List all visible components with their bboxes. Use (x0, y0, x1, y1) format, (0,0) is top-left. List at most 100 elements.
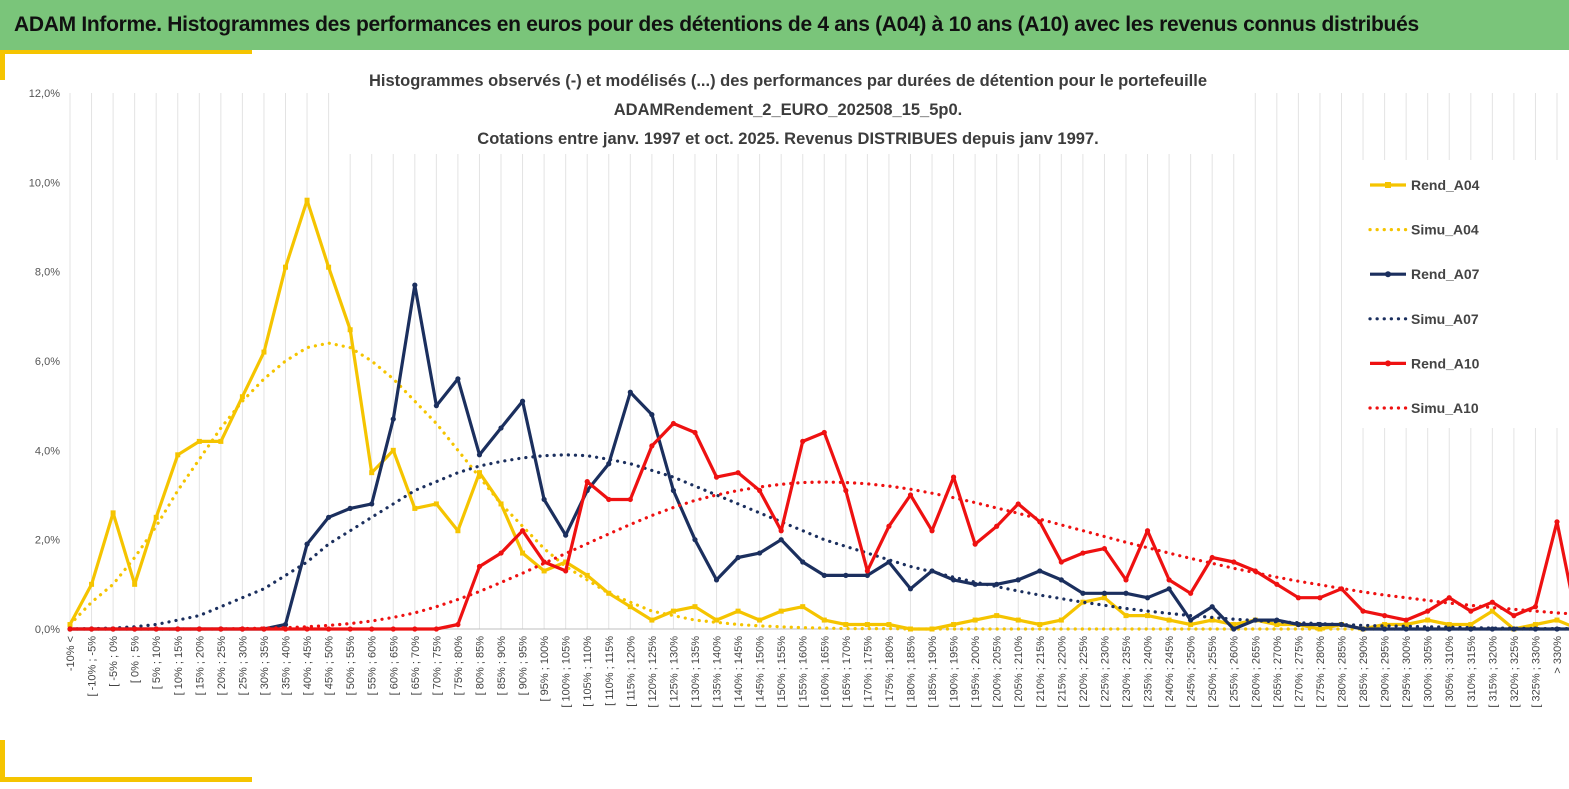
point-rend-a04 (584, 572, 590, 578)
x-tick-label: [ 0% ; 5% (130, 636, 142, 683)
x-tick-label: [ 150% ; 155% (776, 636, 788, 708)
point-rend-a04 (1166, 617, 1172, 623)
point-rend-a07 (1101, 590, 1108, 596)
header-banner: ADAM Informe. Histogrammes des performan… (0, 0, 1569, 50)
x-tick-label: [ 215% ; 220% (1056, 636, 1068, 708)
point-rend-a04 (433, 501, 439, 507)
point-rend-a10 (390, 626, 396, 632)
x-tick-label: [ 30% ; 35% (259, 636, 271, 696)
x-tick-label: [ 140% ; 145% (733, 636, 745, 708)
x-tick-label: [ 170% ; 175% (862, 636, 874, 708)
legend-marker-rend-a07 (1385, 271, 1391, 278)
point-rend-a04 (283, 264, 289, 270)
x-tick-label: [ 80% ; 85% (474, 636, 486, 696)
point-rend-a04 (692, 604, 698, 610)
x-tick-label: [ 115% ; 120% (625, 636, 637, 707)
point-rend-a04 (1231, 622, 1237, 628)
point-rend-a10 (821, 429, 827, 436)
point-rend-a07 (541, 496, 547, 503)
x-tick-label: [ 315% ; 320% (1487, 636, 1499, 708)
point-rend-a07 (800, 559, 806, 565)
series-rend-a07 (70, 283, 1569, 631)
point-rend-a04 (821, 617, 827, 623)
point-rend-a04 (196, 438, 202, 444)
x-tick-label: [ 175% ; 180% (884, 636, 896, 708)
y-tick-label: 2,0% (35, 535, 60, 547)
x-tick-label: [ 95% ; 100% (539, 636, 551, 702)
point-rend-a07 (390, 416, 396, 422)
point-rend-a07 (347, 505, 353, 511)
point-rend-a10 (843, 487, 849, 494)
point-rend-a04 (757, 617, 763, 623)
point-rend-a04 (1532, 622, 1538, 628)
legend-label-simu-a07: Simu_A07 (1411, 311, 1479, 327)
y-tick-label: 10,0% (29, 177, 60, 189)
point-rend-a07 (326, 514, 332, 520)
x-tick-label: [ 50% ; 55% (345, 636, 357, 696)
y-axis-ticks: 0,0% 2,0% 4,0% 6,0% 8,0% 10,0% 12,0% (29, 88, 60, 636)
point-rend-a04 (994, 613, 1000, 619)
x-tick-label: [ 245% ; 250% (1186, 636, 1198, 708)
point-rend-a10 (907, 492, 914, 498)
point-rend-a04 (1037, 622, 1043, 628)
accent-bar-top (0, 50, 252, 54)
point-rend-a10 (347, 626, 353, 632)
point-rend-a10 (1188, 590, 1194, 596)
point-rend-a10 (1403, 617, 1409, 623)
point-rend-a10 (1015, 501, 1021, 507)
point-rend-a04 (476, 470, 482, 476)
x-tick-label: [ 5% ; 10% (151, 636, 163, 689)
series-simu-a04 (68, 341, 1569, 631)
page-title: ADAM Informe. Histogrammes des performan… (14, 13, 1419, 36)
x-tick-label: [ 240% ; 245% (1164, 636, 1176, 708)
legend-label-simu-a04: Simu_A04 (1411, 222, 1479, 238)
point-rend-a10 (778, 528, 784, 534)
x-tick-label: [ 120% ; 125% (647, 636, 659, 708)
point-rend-a04 (800, 604, 806, 610)
point-rend-a07 (1209, 604, 1215, 610)
point-rend-a07 (412, 282, 418, 288)
point-rend-a04 (563, 559, 569, 565)
x-tick-label: [ 25% ; 30% (237, 636, 249, 696)
point-rend-a04 (110, 510, 116, 516)
point-rend-a07 (1058, 577, 1064, 583)
x-tick-label: [ 45% ; 50% (324, 636, 336, 696)
point-rend-a10 (1532, 604, 1539, 610)
point-rend-a04 (1058, 617, 1064, 623)
point-rend-a04 (175, 452, 181, 458)
point-rend-a04 (541, 568, 547, 574)
point-rend-a07 (1468, 626, 1474, 632)
point-rend-a04 (132, 581, 138, 587)
x-tick-label: [ 180% ; 185% (905, 636, 917, 708)
point-rend-a10 (519, 528, 526, 534)
series-rend-a04 (68, 198, 1569, 631)
point-rend-a10 (1511, 613, 1517, 619)
point-rend-a04 (369, 470, 375, 476)
point-rend-a07 (692, 537, 698, 543)
x-tick-label: [ 70% ; 75% (431, 636, 443, 696)
x-tick-label: [ 165% ; 170% (841, 636, 853, 708)
point-rend-a10 (735, 470, 741, 476)
point-rend-a10 (412, 626, 418, 632)
point-rend-a07 (735, 554, 741, 561)
point-rend-a04 (1209, 617, 1215, 623)
accent-bar-bottom (0, 777, 252, 782)
chart-title-background (336, 66, 1238, 154)
x-tick-label: [ 225% ; 230% (1099, 636, 1111, 708)
point-rend-a10 (649, 443, 655, 449)
point-rend-a07 (778, 537, 784, 543)
point-rend-a07 (1425, 626, 1431, 632)
point-rend-a07 (1360, 626, 1366, 632)
x-tick-label: [ 145% ; 150% (755, 636, 767, 708)
x-tick-label: -10% < (65, 636, 77, 671)
point-rend-a04 (239, 394, 245, 400)
y-tick-label: 8,0% (35, 267, 60, 279)
x-tick-label: [ 275% ; 280% (1315, 636, 1327, 708)
point-rend-a04 (412, 505, 418, 511)
point-rend-a04 (886, 622, 892, 628)
x-tick-label: [ 110% ; 115% (604, 636, 616, 706)
point-rend-a10 (670, 420, 677, 427)
point-rend-a04 (1080, 599, 1086, 605)
y-tick-label: 12,0% (29, 88, 60, 100)
